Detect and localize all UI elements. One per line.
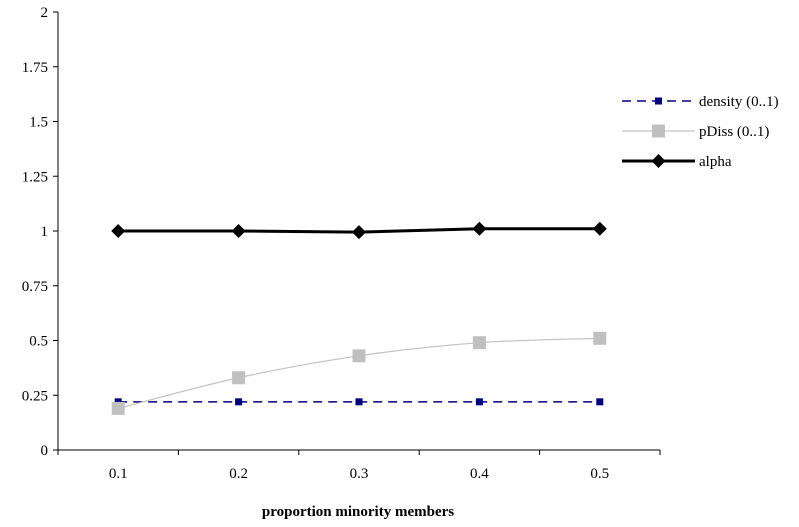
- x-tick-label: 0.1: [109, 466, 128, 482]
- legend-item-density: density (0..1): [622, 94, 779, 110]
- x-tick-label: 0.5: [590, 466, 609, 482]
- legend-item-alpha: alpha: [622, 154, 732, 170]
- legend-marker-density: [655, 97, 662, 105]
- data-point-density: [355, 398, 363, 406]
- x-axis-title: proportion minority members: [262, 504, 454, 520]
- y-tick-label: 1: [41, 224, 49, 240]
- data-point-pdiss: [232, 371, 246, 385]
- y-tick-label: 2: [41, 5, 49, 21]
- y-tick-label: 0.75: [22, 279, 48, 295]
- data-point-alpha: [592, 221, 607, 236]
- legend-label-pdiss: pDiss (0..1): [699, 124, 769, 140]
- y-tick-label: 0: [41, 443, 49, 459]
- data-point-pdiss: [593, 331, 607, 345]
- legend-label-alpha: alpha: [699, 154, 732, 170]
- series-density: [114, 398, 604, 406]
- legend-item-pdiss: pDiss (0..1): [622, 124, 769, 140]
- legend-label-density: density (0..1): [699, 94, 779, 110]
- x-tick-label: 0.3: [350, 466, 369, 482]
- y-tick-label: 1.75: [22, 60, 48, 76]
- data-point-density: [114, 398, 122, 406]
- data-point-pdiss: [111, 401, 125, 415]
- data-point-pdiss: [352, 349, 366, 363]
- data-point-density: [235, 398, 243, 406]
- y-tick-label: 0.5: [29, 334, 48, 350]
- series-line-pdiss: [118, 337, 600, 409]
- plot-series: [111, 221, 607, 415]
- data-point-pdiss: [472, 336, 486, 350]
- x-axis: 0.1 0.2 0.3 0.4 0.5: [57, 449, 661, 482]
- y-tick-label: 1.5: [29, 115, 48, 131]
- legend-marker-alpha: [651, 154, 666, 168]
- data-point-density: [596, 398, 604, 406]
- data-point-alpha: [111, 224, 126, 238]
- y-tick-label: 1.25: [22, 169, 48, 185]
- series-pdiss: [111, 331, 607, 415]
- x-tick-label: 0.4: [470, 466, 489, 482]
- y-axis: 0 0.25 0.5 0.75 1 1.25 1.5 1.75 2: [22, 5, 59, 459]
- data-point-alpha: [352, 225, 366, 240]
- y-tick-label: 0.25: [22, 388, 48, 404]
- legend-marker-pdiss: [652, 124, 665, 138]
- data-point-alpha: [231, 224, 246, 238]
- x-tick-label: 0.2: [229, 466, 248, 482]
- legend: density (0..1) pDiss (0..1) alpha: [622, 94, 779, 170]
- series-alpha: [111, 221, 607, 240]
- data-point-alpha: [472, 221, 487, 236]
- data-point-density: [475, 398, 483, 406]
